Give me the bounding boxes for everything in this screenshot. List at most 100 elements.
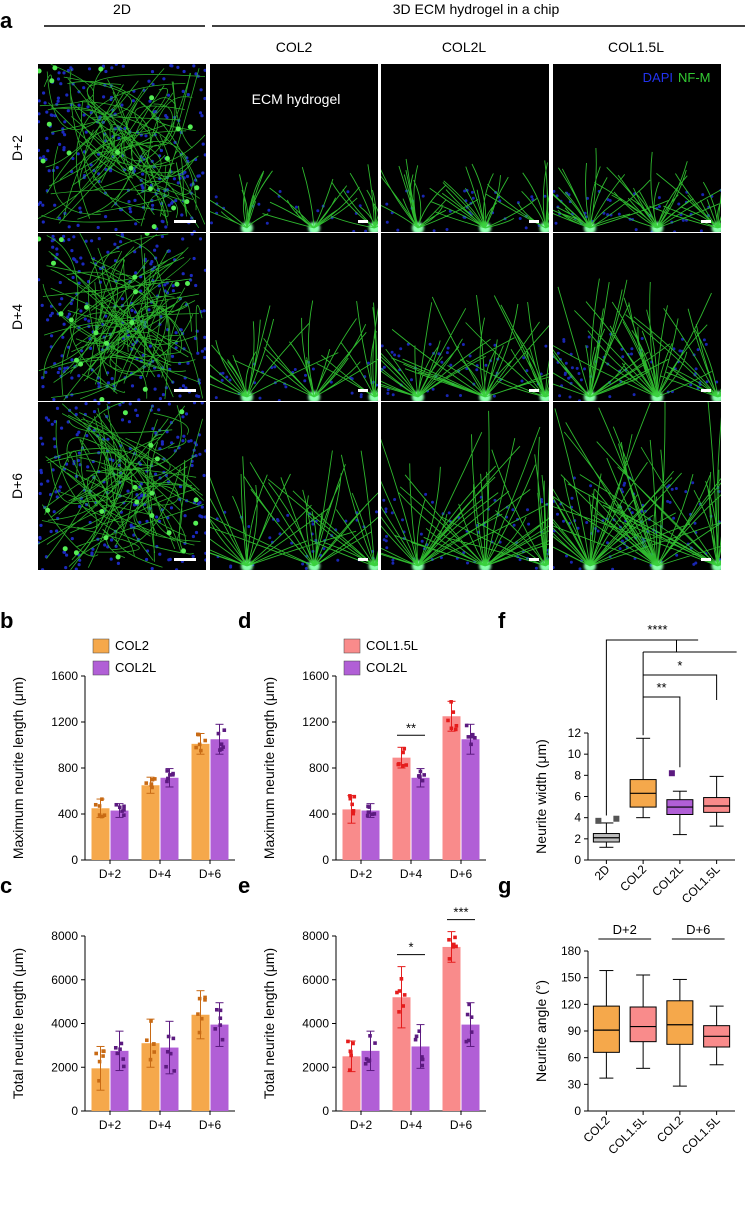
data-point — [122, 804, 126, 809]
data-point — [219, 747, 224, 751]
data-point — [199, 748, 203, 753]
neurite-outgrowth — [381, 295, 549, 398]
box — [592, 1005, 620, 1053]
data-point — [172, 1069, 177, 1073]
data-point — [218, 1023, 223, 1027]
data-point — [97, 813, 102, 817]
chart-letter: c — [0, 873, 12, 898]
scale-bar — [529, 220, 539, 223]
box — [666, 1000, 694, 1045]
data-point — [451, 945, 455, 949]
data-point — [372, 812, 377, 816]
bar-col15l-d2 — [342, 809, 361, 860]
y-tick-label: 0 — [71, 853, 78, 867]
data-point — [446, 718, 450, 723]
micrograph-d2-col2l — [381, 64, 549, 232]
data-point — [121, 1064, 126, 1069]
data-point — [100, 797, 104, 801]
scale-bar — [701, 389, 711, 392]
micrograph-d4-2d — [38, 233, 206, 401]
data-point — [349, 1053, 353, 1058]
data-point — [367, 805, 372, 809]
data-point — [447, 937, 451, 942]
data-point — [469, 742, 473, 747]
scale-bar — [174, 220, 196, 223]
micrograph-content — [553, 402, 721, 570]
data-point — [168, 1051, 173, 1056]
legend-nfm: NF-M — [678, 70, 711, 85]
data-point — [449, 700, 453, 704]
micrograph-background — [381, 64, 549, 232]
bar-col2-d6 — [191, 743, 210, 860]
x-tick-label: D+4 — [400, 1118, 423, 1132]
neurite-network — [38, 64, 206, 229]
data-point — [214, 1007, 219, 1012]
data-point — [466, 1038, 471, 1043]
data-point — [466, 735, 471, 739]
scale-bar — [358, 389, 368, 392]
data-point — [397, 989, 402, 993]
y-tick-label: 6 — [574, 790, 581, 804]
data-point — [452, 942, 456, 947]
micrograph-grid — [38, 64, 721, 570]
x-tick-label: D+2 — [99, 867, 122, 881]
data-point — [464, 1039, 469, 1044]
data-point — [351, 811, 356, 816]
y-tick-label: 0 — [322, 853, 329, 867]
data-point — [447, 957, 452, 961]
data-point — [404, 763, 409, 767]
bar-col2l-d2 — [110, 810, 129, 860]
micrograph-d2-col15l — [553, 64, 721, 232]
neurite-outgrowth — [553, 278, 721, 398]
micrograph-background — [381, 402, 549, 570]
bar-col2-d6 — [191, 1014, 210, 1111]
data-point — [221, 745, 225, 749]
data-point — [420, 1063, 425, 1068]
data-point — [164, 1064, 168, 1069]
data-point — [350, 802, 354, 807]
y-tick-label: 8 — [574, 768, 581, 782]
data-point — [165, 779, 169, 784]
x-tick-label: COL1.5L — [679, 1113, 723, 1157]
micrograph-content — [381, 158, 549, 232]
box — [703, 797, 731, 813]
x-tick-label: COL2 — [580, 1113, 612, 1145]
micrograph-d6-col15l — [553, 402, 721, 570]
x-tick-label: D+4 — [149, 867, 172, 881]
x-tick-label: COL2 — [654, 1113, 686, 1145]
y-tick-label: 8000 — [51, 929, 78, 943]
data-point — [422, 773, 426, 777]
data-point — [145, 1038, 149, 1043]
y-tick-label: 800 — [58, 761, 78, 775]
significance-label: ** — [406, 720, 416, 735]
chart-letter: f — [498, 608, 506, 633]
outlier-point — [668, 770, 675, 777]
data-point — [373, 1041, 377, 1045]
y-tick-label: 150 — [561, 971, 581, 985]
y-tick-label: 1200 — [302, 715, 329, 729]
data-point — [414, 1034, 419, 1039]
data-point — [400, 763, 405, 768]
x-tick-label: D+4 — [149, 1118, 172, 1132]
x-tick-label: D+6 — [450, 867, 473, 881]
data-point — [101, 1049, 106, 1053]
y-tick-label: 4000 — [51, 1017, 78, 1031]
y-axis-label: Maximum neurite length (μm) — [10, 677, 26, 859]
data-point — [97, 1078, 101, 1083]
significance-label: * — [408, 940, 413, 955]
data-point — [219, 742, 224, 746]
y-tick-label: 800 — [309, 761, 329, 775]
data-point — [121, 1057, 126, 1061]
data-point — [470, 735, 474, 739]
data-point — [152, 1050, 157, 1054]
data-point — [122, 808, 126, 812]
data-point — [120, 809, 124, 813]
legend-swatch — [92, 660, 110, 676]
data-point — [97, 804, 102, 808]
data-point — [473, 735, 477, 740]
y-tick-label: 1600 — [51, 669, 78, 683]
chart-letter: g — [498, 873, 511, 898]
data-point — [222, 728, 227, 732]
data-point — [469, 1030, 474, 1034]
data-point — [449, 726, 454, 731]
